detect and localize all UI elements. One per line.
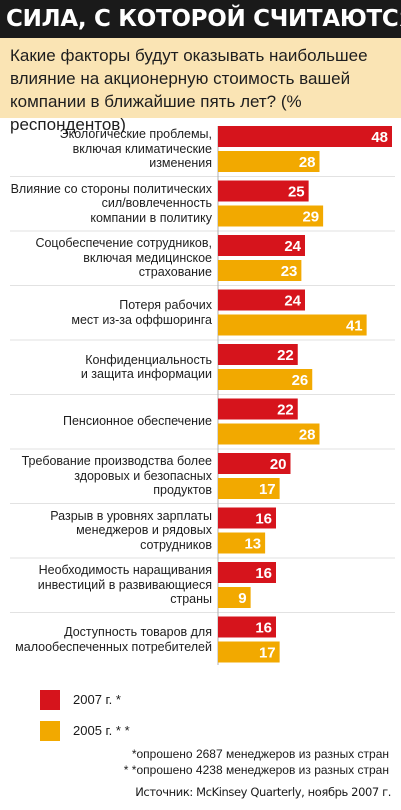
category-label: Доступность товаров для малообеспеченных … — [0, 625, 212, 654]
category-label: Требование производства более здоровых и … — [0, 454, 212, 498]
bar-value-label: 20 — [270, 456, 287, 473]
category-label-line: Влияние со стороны политических — [10, 181, 212, 196]
category-label-line: включая климатические — [72, 141, 212, 156]
bar-value-label: 23 — [281, 263, 298, 280]
bar-2005 — [218, 478, 280, 499]
bar-value-label: 29 — [302, 209, 319, 226]
bar-2007 — [218, 453, 291, 474]
bar-value-label: 26 — [292, 372, 309, 389]
bar-2007 — [218, 289, 305, 311]
category-label-line: Соцобеспечение сотрудников, — [35, 236, 212, 251]
page-title: СИЛА, С КОТОРОЙ СЧИТАЮТСЯ — [0, 0, 401, 38]
chart-subtitle: Какие факторы будут оказывать наибольшее… — [0, 38, 401, 134]
bar-2007 — [218, 235, 305, 256]
legend-label-2007: 2007 г. * — [73, 692, 121, 707]
bar-value-label: 24 — [284, 293, 301, 310]
bar-value-label: 22 — [277, 347, 294, 364]
category-label-line: здоровых и безопасных — [74, 468, 212, 483]
bar-value-label: 25 — [288, 184, 305, 201]
category-label-line: включая медицинское — [83, 250, 212, 265]
category-label-line: изменения — [149, 156, 212, 171]
category-label-line: страхование — [138, 265, 212, 280]
bar-value-label: 16 — [255, 565, 272, 582]
bar-value-label: 16 — [255, 620, 272, 637]
bar-value-label: 24 — [284, 238, 301, 255]
category-label: Конфиденциальность и защита информации — [0, 353, 212, 382]
bar-2007 — [218, 126, 392, 147]
category-label-line: и защита информации — [80, 367, 212, 381]
bar-2005 — [218, 587, 251, 608]
category-label-line: Доступность товаров для — [64, 625, 212, 639]
bar-2007 — [218, 616, 276, 638]
footnote-2005: * *опрошено 4238 менеджеров из разных ст… — [123, 763, 389, 777]
category-label-line: мест из-за оффшоринга — [71, 312, 212, 327]
legend-label-2005: 2005 г. * * — [73, 723, 130, 738]
bar-2005 — [218, 260, 302, 281]
bar-2007 — [218, 398, 298, 420]
bar-2005 — [218, 369, 313, 390]
legend: 2007 г. * 2005 г. * * — [0, 686, 401, 746]
category-label-line: инвестиций в развивающиеся — [37, 577, 212, 592]
bar-value-label: 41 — [346, 318, 363, 335]
bar-2007 — [218, 180, 309, 202]
category-label: Соцобеспечение сотрудников, включая медиц… — [0, 236, 212, 280]
category-label-line: сил/вовлеченность — [101, 196, 212, 211]
bar-value-label: 48 — [371, 129, 388, 146]
legend-swatch-2007 — [40, 690, 60, 710]
category-label: Необходимость наращивания инвестиций в ра… — [0, 563, 212, 607]
bar-value-label: 22 — [277, 402, 294, 419]
category-label: Разрыв в уровнях зарплаты менеджеров и ря… — [0, 509, 212, 553]
category-label: Пенсионное обеспечение — [0, 414, 212, 429]
category-label-line: Экологические проблемы, — [59, 127, 212, 142]
category-label-line: Пенсионное обеспечение — [63, 414, 212, 429]
category-label-line: менеджеров и рядовых — [76, 523, 212, 538]
legend-swatch-2005 — [40, 721, 60, 741]
footnote-2007: *опрошено 2687 менеджеров из разных стра… — [131, 747, 389, 761]
bar-chart: 48 28 25 29 24 23 24 41 22 26 22 28 20 17 16 13 16 9 16 17 … — [0, 126, 401, 681]
category-label-line: продуктов — [153, 483, 212, 498]
bar-2005 — [218, 532, 266, 554]
bar-value-label: 9 — [238, 590, 246, 607]
category-label-line: Конфиденциальность — [85, 352, 212, 367]
category-label: Экологические проблемы, включая климатиче… — [0, 127, 212, 171]
bar-value-label: 28 — [299, 427, 316, 444]
bar-value-label: 13 — [244, 536, 261, 553]
category-label-line: Требование производства более — [21, 454, 212, 469]
bar-2005 — [218, 314, 367, 336]
category-label-line: Потеря рабочих — [119, 298, 212, 312]
category-label-line: Разрыв в уровнях зарплаты — [50, 508, 212, 523]
category-label-line: малообеспеченных потребителей — [15, 639, 212, 654]
category-label: Влияние со стороны политических сил/вовле… — [0, 182, 212, 226]
bar-2007 — [218, 344, 298, 365]
bar-value-label: 17 — [259, 481, 276, 498]
source-note: Источник: McKinsey Quarterly, ноябрь 200… — [135, 785, 391, 799]
bar-value-label: 16 — [255, 511, 272, 528]
category-label-line: страны — [170, 592, 212, 607]
category-label: Потеря рабочих мест из-за оффшоринга — [0, 298, 212, 327]
bar-2007 — [218, 507, 276, 529]
bar-2005 — [218, 205, 324, 227]
bar-2005 — [218, 423, 320, 445]
bar-value-label: 17 — [259, 645, 276, 662]
bar-2005 — [218, 641, 280, 663]
category-label-line: компании в политику — [90, 210, 212, 225]
category-label-line: сотрудников — [140, 537, 212, 552]
bar-value-label: 28 — [299, 154, 316, 171]
bar-2007 — [218, 562, 276, 583]
bar-2005 — [218, 151, 320, 172]
category-label-line: Необходимость наращивания — [38, 563, 212, 578]
